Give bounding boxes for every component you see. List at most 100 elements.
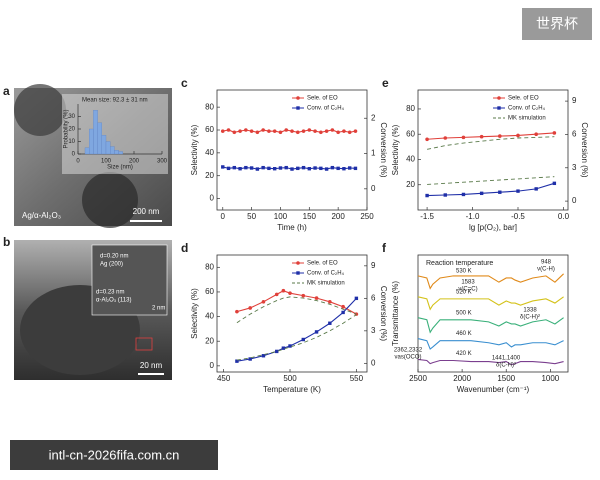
x-axis-label: Temperature (K) <box>263 385 321 394</box>
particle <box>14 84 66 136</box>
legend-label: Conv. of C₂H₄ <box>307 271 345 277</box>
series-label: 420 K <box>456 351 472 357</box>
data-point <box>249 166 254 170</box>
panel-label: a <box>3 84 10 98</box>
data-point <box>342 129 346 133</box>
data-point <box>267 166 271 171</box>
data-point <box>443 193 447 197</box>
legend-marker <box>296 106 300 110</box>
data-point <box>301 165 306 170</box>
data-point <box>307 167 312 171</box>
legend-label: Sele. of EO <box>307 261 338 267</box>
y2-tick-label: 3 <box>572 163 577 172</box>
x-tick-label: 2000 <box>453 374 471 383</box>
legend-label: Conv. of C₂H₄ <box>508 106 546 112</box>
y-tick-label: 60 <box>205 287 214 296</box>
data-point <box>498 134 502 138</box>
y-axis-label: Transmittance (%) <box>391 281 400 346</box>
series-line <box>236 297 357 362</box>
x-tick-label: 200 <box>129 159 140 165</box>
data-point <box>226 166 231 171</box>
data-point <box>354 296 359 301</box>
data-point <box>353 129 358 133</box>
data-point <box>347 130 352 135</box>
plot-frame <box>216 89 368 211</box>
data-point <box>244 165 248 170</box>
x-axis-label: Time (h) <box>277 223 307 232</box>
annotation-mode: δ(C-H)² <box>496 363 516 369</box>
data-point <box>249 129 254 133</box>
x-tick-label: 300 <box>157 159 168 165</box>
y2-tick-label: 0 <box>572 196 577 205</box>
data-point <box>461 135 466 140</box>
hrtem-inset <box>91 244 168 316</box>
data-point <box>255 167 260 171</box>
y2-tick-label: 2 <box>371 113 376 122</box>
histogram-bar <box>89 128 94 155</box>
scale-label: 20 nm <box>140 361 163 370</box>
series-line <box>417 358 564 366</box>
data-point <box>281 346 286 350</box>
histogram-bar <box>84 147 90 155</box>
data-point <box>244 128 248 132</box>
data-point <box>347 166 352 170</box>
y-tick-label: 0 <box>210 194 215 203</box>
x-tick-label: -0.5 <box>511 212 525 221</box>
x-tick-label: 1500 <box>497 374 515 383</box>
x-tick-label: 2500 <box>409 374 427 383</box>
scale-label: 200 nm <box>133 207 160 216</box>
data-point <box>341 310 345 315</box>
data-point <box>342 167 346 171</box>
series-line <box>222 129 356 133</box>
y-axis-label: Probability (%) <box>64 109 70 148</box>
y-tick-label: 20 <box>205 171 214 180</box>
data-point <box>288 291 292 295</box>
annotation-mode: δ(C-H)² <box>520 315 540 321</box>
data-point <box>307 128 312 132</box>
y2-tick-label: 6 <box>572 130 577 139</box>
panel-label: c <box>181 76 188 90</box>
annotation-number: 2362,2332 <box>394 348 423 354</box>
histogram-bar <box>118 151 123 155</box>
y2-tick-label: 9 <box>572 96 577 105</box>
data-point <box>248 306 252 310</box>
y2-axis-label: Conversion (%) <box>379 286 388 341</box>
data-point <box>324 167 329 171</box>
plot-frame <box>417 254 569 373</box>
y2-tick-label: 6 <box>371 293 376 302</box>
annotation-number: 1441,1400 <box>492 356 521 362</box>
histogram-bar <box>110 146 115 155</box>
y-tick-label: 80 <box>205 102 214 111</box>
legend-label: Conv. of C₂H₄ <box>307 106 345 112</box>
annotation-number: 1338 <box>523 308 537 314</box>
x-tick-label: 0 <box>76 159 80 165</box>
y2-tick-label: 3 <box>371 326 376 335</box>
data-point <box>232 165 237 170</box>
data-point <box>261 165 265 170</box>
data-point <box>288 344 292 348</box>
plane-label: Ag (200) <box>100 262 123 268</box>
sample-label: Ag/α-Al₂O₃ <box>22 211 61 220</box>
data-point <box>330 128 335 132</box>
series-line <box>222 166 356 170</box>
data-point <box>479 134 484 139</box>
data-point <box>330 165 335 170</box>
x-tick-label: -1.0 <box>466 212 480 221</box>
data-point <box>226 128 231 132</box>
data-point <box>425 193 429 198</box>
series-label: 460 K <box>456 331 472 337</box>
y2-tick-label: 0 <box>371 184 376 193</box>
data-point <box>461 192 466 197</box>
series-line <box>417 273 564 290</box>
legend-label: Sele. of EO <box>307 96 338 102</box>
data-point <box>238 167 242 171</box>
data-point <box>261 128 265 132</box>
data-point <box>284 128 289 132</box>
annotation-mode: ν(C=C) <box>458 287 477 293</box>
subtitle: Reaction temperature <box>426 260 493 267</box>
data-point <box>319 166 323 171</box>
y-tick-label: 40 <box>406 155 415 164</box>
x-tick-label: 250 <box>360 212 374 221</box>
footer-box <box>10 440 218 470</box>
particle <box>82 172 138 228</box>
